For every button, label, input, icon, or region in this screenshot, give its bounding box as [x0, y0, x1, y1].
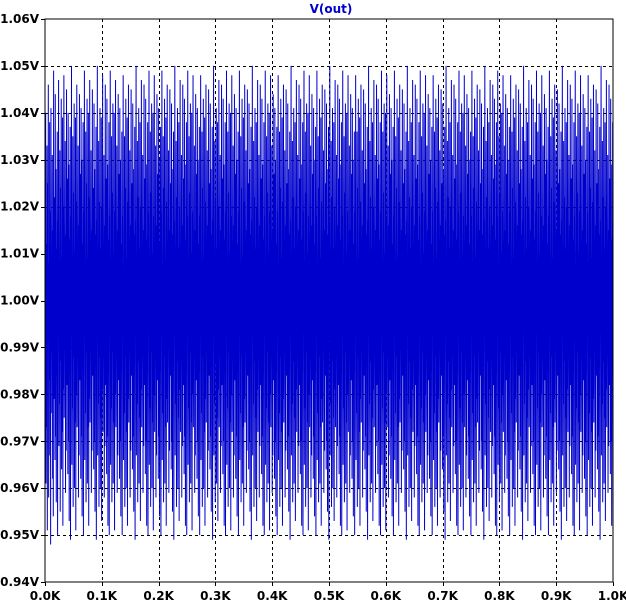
y-tick-label: 0.99V: [0, 340, 40, 354]
x-tick-label: 0.5K: [314, 589, 345, 603]
y-tick-label: 1.04V: [0, 106, 40, 120]
x-tick-label: 0.2K: [143, 589, 174, 603]
x-tick-label: 0.1K: [87, 589, 118, 603]
series-line: [44, 65, 614, 545]
axis-ticks: 0.0K 0.1K 0.2K 0.3K 0.4K 0.5K 0.6K 0.7K 0.8K 0.9K…: [0, 12, 626, 603]
y-tick-label: 1.05V: [0, 59, 40, 73]
y-tick-label: 0.96V: [0, 481, 40, 495]
y-tick-label: 0.94V: [0, 575, 40, 589]
y-tick-label: 0.97V: [0, 434, 40, 448]
y-tick-label: 1.02V: [0, 200, 40, 214]
trace-layer: [44, 65, 614, 545]
x-tick-label: 1.0K: [598, 589, 626, 603]
y-tick-label: 1.01V: [0, 247, 40, 261]
y-tick-label: 1.06V: [0, 12, 40, 26]
x-tick-label: 0.6K: [371, 589, 402, 603]
trace-title: V(out): [310, 2, 353, 16]
x-tick-label: 0.4K: [257, 589, 288, 603]
y-tick-label: 0.98V: [0, 387, 40, 401]
x-tick-label: 0.9K: [541, 589, 572, 603]
x-tick-label: 0.7K: [427, 589, 458, 603]
x-tick-label: 0.0K: [30, 589, 61, 603]
y-tick-label: 0.95V: [0, 528, 40, 542]
x-tick-label: 0.8K: [484, 589, 515, 603]
y-tick-label: 1.00V: [0, 294, 40, 308]
x-tick-label: 0.3K: [200, 589, 231, 603]
y-tick-label: 1.03V: [0, 153, 40, 167]
